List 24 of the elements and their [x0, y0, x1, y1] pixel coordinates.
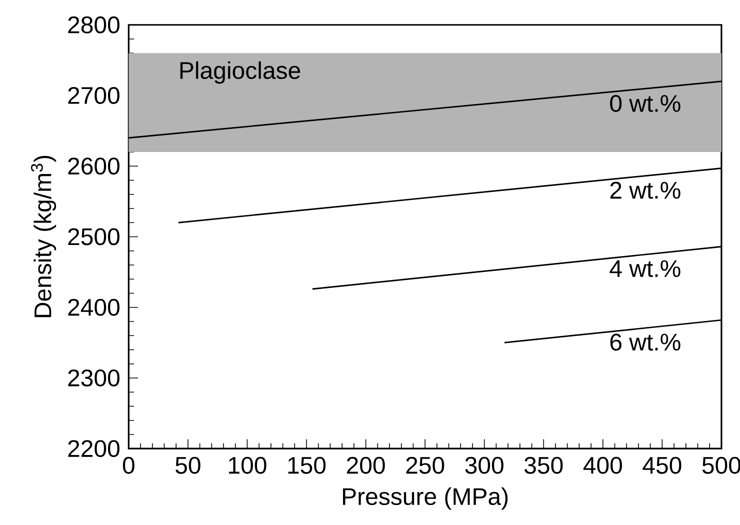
series-label: 6 wt.%	[610, 334, 680, 351]
y-tick-label: 2500	[68, 228, 120, 246]
y-tick-label: 2800	[68, 16, 120, 34]
x-tick-label: 0	[122, 456, 134, 474]
y-tick-label: 2200	[68, 440, 120, 458]
x-tick-label: 100	[229, 456, 266, 474]
x-tick-label: 450	[642, 456, 682, 474]
series-label: 4 wt.%	[610, 260, 680, 278]
x-tick-label: 150	[288, 456, 326, 474]
x-tick-label: 200	[346, 456, 385, 474]
y-tick-label: 2400	[68, 298, 120, 316]
x-tick-label: 300	[465, 456, 504, 474]
y-tick-label: 2300	[68, 369, 120, 386]
band-label: Plagioclase	[180, 61, 300, 84]
y-tick-label: 2600	[68, 158, 120, 175]
y-axis-title: Density (kg/m$^{3}$)	[31, 156, 56, 318]
x-tick-label: 50	[176, 456, 200, 474]
x-tick-label: 350	[524, 456, 563, 474]
x-tick-label: 400	[583, 456, 622, 474]
x-tick-label: 250	[406, 456, 444, 474]
series-label: 2 wt.%	[610, 182, 680, 199]
series-label: 0 wt.%	[610, 94, 680, 112]
x-axis-title: Pressure (MPa)	[343, 487, 508, 510]
y-tick-label: 2700	[68, 86, 120, 104]
